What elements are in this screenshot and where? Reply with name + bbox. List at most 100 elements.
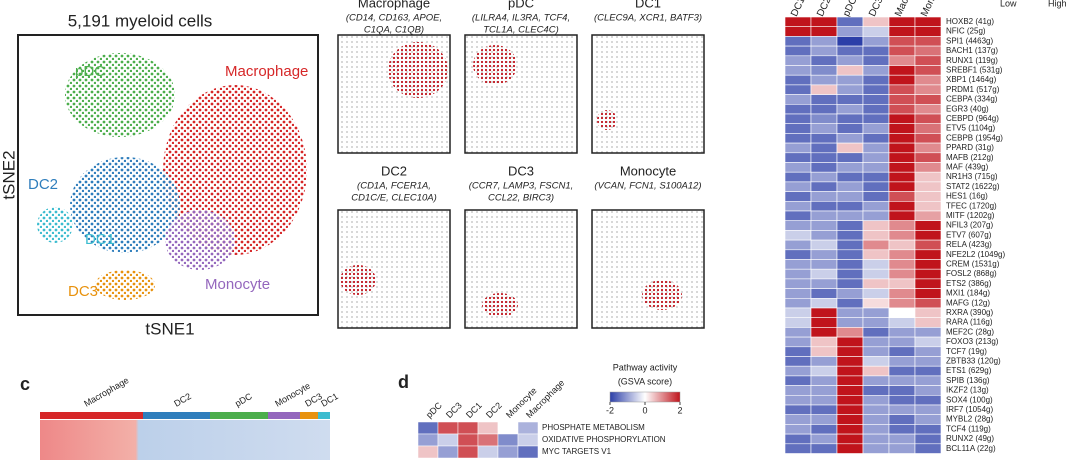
row-label: EGR3 (40g) xyxy=(946,104,989,113)
heatmap-cell xyxy=(862,375,890,386)
heatmap-cell xyxy=(810,171,838,183)
heatmap-cell xyxy=(914,201,942,212)
heatmap-cell xyxy=(914,94,942,105)
heatmap-cell xyxy=(784,278,812,289)
heatmap-cell xyxy=(784,201,812,212)
row-label: PPARD (31g) xyxy=(946,143,994,152)
heatmap-cell xyxy=(784,152,812,163)
row-label: OXIDATIVE PHOSPHORYLATION xyxy=(542,435,666,444)
heatmap-cell xyxy=(784,336,812,348)
heatmap-cell xyxy=(888,16,916,27)
group-label: pDC xyxy=(233,391,254,409)
row-label: CEBPA (334g) xyxy=(946,95,998,104)
heatmap-cell xyxy=(457,433,479,447)
heatmap-cell xyxy=(437,445,459,459)
group-label: DC1 xyxy=(319,391,340,409)
heatmap-cell xyxy=(784,297,812,309)
heatmap-cell xyxy=(862,414,890,425)
row-label: TCF4 (119g) xyxy=(946,424,991,433)
heatmap-cell xyxy=(888,171,916,183)
heatmap-cell xyxy=(836,220,864,231)
heatmap-cell xyxy=(914,55,942,66)
heatmap-cell xyxy=(810,201,838,212)
heatmap-cell xyxy=(784,84,812,95)
row-label: MYBL2 (28g) xyxy=(946,415,993,424)
row-label: RARA (116g) xyxy=(946,318,993,327)
heatmap-cell xyxy=(836,210,864,221)
row-label: SPI1 (4463g) xyxy=(946,36,993,45)
heatmap-cell xyxy=(888,336,916,348)
heatmap-cell xyxy=(836,113,864,124)
heatmap-cell xyxy=(914,191,942,202)
heatmap-cell xyxy=(784,181,812,192)
heatmap-cell xyxy=(836,404,864,415)
heatmap-cell xyxy=(810,36,838,47)
heatmap-cell xyxy=(888,45,916,57)
heatmap-cell xyxy=(784,26,812,37)
heatmap-cell xyxy=(914,171,942,183)
marker-hotspot xyxy=(473,45,517,85)
heatmap-cell xyxy=(810,142,838,154)
heatmap-cell xyxy=(914,104,942,115)
heatmap-cell xyxy=(888,133,916,144)
heatmap-cell xyxy=(497,433,519,447)
column-label: DC1 xyxy=(789,0,808,18)
heatmap-cell xyxy=(888,239,916,251)
heatmap-cell xyxy=(888,65,916,76)
heatmap-cell xyxy=(810,220,838,231)
heatmap-cell xyxy=(888,259,916,270)
heatmap-cell xyxy=(810,297,838,309)
heatmap-cell xyxy=(784,162,812,173)
cluster-label: DC3 xyxy=(68,283,98,300)
heatmap-cell xyxy=(914,45,942,57)
row-label: NR1H3 (715g) xyxy=(946,172,998,181)
row-label: IRF7 (1054g) xyxy=(946,405,993,414)
heatmap-cell xyxy=(810,162,838,173)
y-axis-label: tSNE2 xyxy=(0,150,18,199)
heatmap-cell xyxy=(862,424,890,435)
heatmap-cell xyxy=(784,220,812,231)
heatmap-cell xyxy=(784,133,812,144)
panel-title: Monocyte xyxy=(620,163,676,178)
heatmap-cell xyxy=(810,45,838,57)
heatmap-cell xyxy=(914,36,942,47)
heatmap-cell xyxy=(836,191,864,202)
heatmap-cell xyxy=(810,84,838,95)
heatmap-cell xyxy=(914,356,942,367)
heatmap-cell xyxy=(888,433,916,445)
heatmap-cell xyxy=(888,36,916,47)
row-label: NFIL3 (207g) xyxy=(946,221,993,230)
heatmap-cell xyxy=(836,278,864,289)
row-label: SPIB (136g) xyxy=(946,376,990,385)
heatmap-cell xyxy=(914,181,942,192)
cluster-label: DC1 xyxy=(85,231,115,248)
row-label: TFEC (1720g) xyxy=(946,201,997,210)
heatmap-cell xyxy=(836,152,864,163)
heatmap-cell xyxy=(836,230,864,241)
heatmap-cell xyxy=(914,268,942,280)
heatmap-cell xyxy=(784,123,812,134)
row-label: FOSL2 (868g) xyxy=(946,269,997,278)
heatmap-cell xyxy=(836,239,864,251)
heatmap-cell xyxy=(836,433,864,445)
heatmap-cell xyxy=(836,375,864,386)
heatmap-cell xyxy=(784,45,812,57)
row-label: RUNX2 (49g) xyxy=(946,434,994,443)
panel-subtitle: (CCR7, LAMP3, FSCN1, xyxy=(469,181,574,192)
heatmap-cell xyxy=(836,171,864,183)
heatmap-cell xyxy=(862,297,890,309)
row-label: MAFB (212g) xyxy=(946,153,994,162)
row-label: MYC TARGETS V1 xyxy=(542,447,612,456)
heatmap-cell xyxy=(888,210,916,221)
heatmap-cell xyxy=(810,133,838,144)
row-label: FOXO3 (213g) xyxy=(946,337,999,346)
heatmap-cell xyxy=(810,394,838,406)
heatmap-cell xyxy=(914,230,942,241)
row-label: HOXB2 (41g) xyxy=(946,17,994,26)
heatmap-cell xyxy=(810,404,838,415)
heatmap-cell xyxy=(862,230,890,241)
heatmap-cell xyxy=(914,278,942,289)
heatmap-cell xyxy=(914,336,942,348)
heatmap-cell xyxy=(784,268,812,280)
heatmap-cell xyxy=(888,375,916,386)
